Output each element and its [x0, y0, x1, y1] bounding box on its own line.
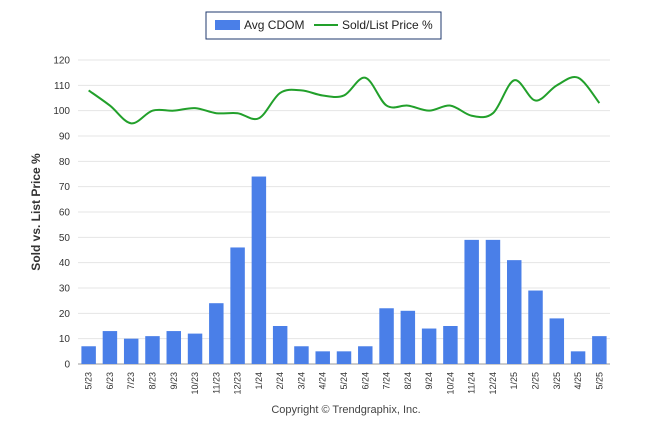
x-tick-label: 2/25 — [531, 372, 541, 390]
y-tick-label: 10 — [59, 334, 71, 345]
bar-12-24 — [485, 239, 501, 364]
x-tick-label: 10/24 — [445, 372, 455, 395]
x-tick-label: 12/24 — [488, 372, 498, 395]
legend: Avg CDOM Sold/List Price % — [205, 11, 442, 40]
bar-5-25 — [592, 336, 607, 364]
y-tick-label: 20 — [59, 309, 71, 320]
x-tick-label: 8/23 — [147, 372, 157, 390]
x-tick-label: 11/24 — [467, 372, 477, 394]
bar-9-23 — [166, 331, 181, 364]
bar-5-23 — [81, 346, 96, 364]
x-tick-label: 1/24 — [254, 372, 264, 390]
x-tick-label: 5/24 — [339, 372, 349, 390]
y-tick-labels: 0 10 20 30 40 50 60 70 80 90 100 110 120 — [53, 56, 70, 371]
y-tick-label: 120 — [53, 56, 70, 67]
legend-label-line: Sold/List Price % — [342, 18, 433, 32]
x-tick-label: 6/24 — [360, 372, 370, 390]
y-tick-label: 50 — [59, 233, 71, 244]
bar-11-23 — [209, 303, 224, 364]
x-tick-label: 9/23 — [169, 372, 179, 390]
x-tick-label: 11/23 — [211, 372, 221, 394]
bar-2-25 — [528, 290, 543, 364]
x-tick-label: 10/23 — [190, 372, 200, 395]
x-tick-label: 5/23 — [84, 372, 94, 390]
bar-8-23 — [145, 336, 160, 364]
x-tick-labels: 5/23 6/23 7/23 8/23 9/23 10/23 11/23 12/23 1/24 2… — [84, 372, 605, 395]
y-tick-label: 110 — [54, 81, 70, 92]
y-tick-label: 30 — [59, 284, 71, 295]
x-tick-label: 2/24 — [275, 372, 285, 390]
bar-10-23 — [187, 333, 203, 364]
bars — [81, 176, 607, 364]
bar-7-24 — [379, 308, 394, 364]
y-tick-label: 70 — [59, 182, 71, 193]
x-tick-label: 4/24 — [318, 372, 328, 390]
x-tick-label: 3/25 — [552, 372, 562, 390]
bar-2-24 — [272, 326, 288, 364]
bar-6-23 — [102, 331, 118, 364]
bar-1-24 — [251, 176, 267, 364]
bar-4-25 — [570, 351, 586, 364]
x-tick-label: 4/25 — [573, 372, 583, 390]
y-tick-label: 90 — [59, 132, 71, 143]
bar-6-24 — [358, 346, 373, 364]
bar-3-24 — [294, 346, 309, 364]
y-tick-label: 60 — [59, 208, 71, 219]
bar-9-24 — [421, 328, 437, 364]
bar-12-23 — [230, 247, 245, 364]
copyright-text: Copyright © Trendgraphix, Inc. — [271, 404, 420, 416]
y-axis-label: Sold vs. List Price % — [29, 153, 43, 271]
bar-4-24 — [315, 351, 330, 364]
x-tick-label: 9/24 — [424, 372, 434, 390]
y-tick-label: 40 — [59, 258, 71, 269]
x-tick-label: 7/24 — [382, 372, 392, 390]
x-tick-label: 5/25 — [594, 372, 604, 390]
bar-3-25 — [549, 318, 565, 364]
y-tick-label: 80 — [59, 157, 71, 168]
bar-11-24 — [464, 239, 479, 364]
y-tick-label: 0 — [64, 360, 70, 371]
bar-10-24 — [443, 326, 458, 364]
series-line-sold-list — [88, 76, 601, 125]
y-tick-label: 100 — [53, 106, 70, 117]
x-tick-label: 3/24 — [296, 372, 306, 390]
x-tick-label: 1/25 — [509, 372, 519, 390]
bar-1-25 — [507, 260, 522, 364]
bar-8-24 — [400, 310, 416, 364]
x-tick-label: 12/23 — [233, 372, 243, 395]
x-tick-label: 8/24 — [403, 372, 413, 390]
bar-7-23 — [123, 338, 139, 364]
x-tick-label: 6/23 — [105, 372, 115, 390]
legend-swatch-bar — [215, 20, 240, 30]
bar-5-24 — [336, 351, 352, 364]
legend-label-bar: Avg CDOM — [244, 18, 304, 32]
x-tick-label: 7/23 — [126, 372, 136, 390]
